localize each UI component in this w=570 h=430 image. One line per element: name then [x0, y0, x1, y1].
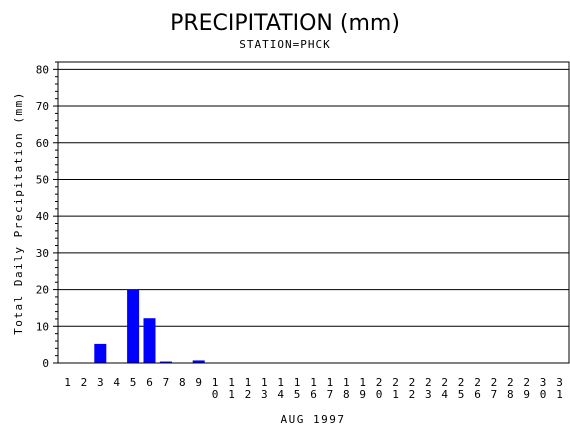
- x-axis-ticks: 1 2 3 4 5 6 7 8 9 1 01 11 21 31 41 51 61 71 81 92 02 12 22 32 42…: [64, 376, 563, 401]
- plot-frame: [57, 61, 570, 364]
- y-tick-label: 70: [36, 100, 49, 113]
- x-axis-label: AUG 1997: [281, 413, 346, 426]
- bar-day-3: [94, 343, 107, 363]
- x-tick-label: 1: [64, 376, 71, 389]
- chart-title: PRECIPITATION (mm): [170, 11, 400, 36]
- y-tick-label: 60: [36, 137, 49, 150]
- y-tick-label: 80: [36, 63, 49, 76]
- x-tick-label: 3: [97, 376, 104, 389]
- y-tick-label: 10: [36, 320, 49, 333]
- bars: [94, 289, 205, 363]
- y-tick-label: 20: [36, 284, 49, 297]
- chart-subtitle: STATION=PHCK: [239, 38, 330, 51]
- x-tick-label: 2: [81, 376, 88, 389]
- y-tick-label: 50: [36, 173, 49, 186]
- bar-day-9: [192, 360, 205, 363]
- x-tick-label: 4: [113, 376, 120, 389]
- x-tick-label: 6: [146, 376, 153, 389]
- y-axis-label: Total Daily Precipitation (mm): [12, 91, 25, 335]
- y-tick-label: 30: [36, 247, 49, 260]
- x-tick-label: 5: [130, 376, 137, 389]
- x-tick-label: 9: [195, 376, 202, 389]
- y-axis-ticks: 0 10 20 30 40 50 60 70 80: [36, 61, 58, 370]
- bar-day-5: [127, 289, 140, 363]
- bar-day-7: [159, 361, 172, 363]
- y-tick-label: 40: [36, 210, 49, 223]
- y-tick-label: 0: [42, 357, 49, 370]
- x-tick-label: 7: [163, 376, 170, 389]
- grid-lines: [58, 68, 569, 327]
- bar-day-6: [143, 318, 156, 363]
- x-tick-label: 8: [179, 376, 186, 389]
